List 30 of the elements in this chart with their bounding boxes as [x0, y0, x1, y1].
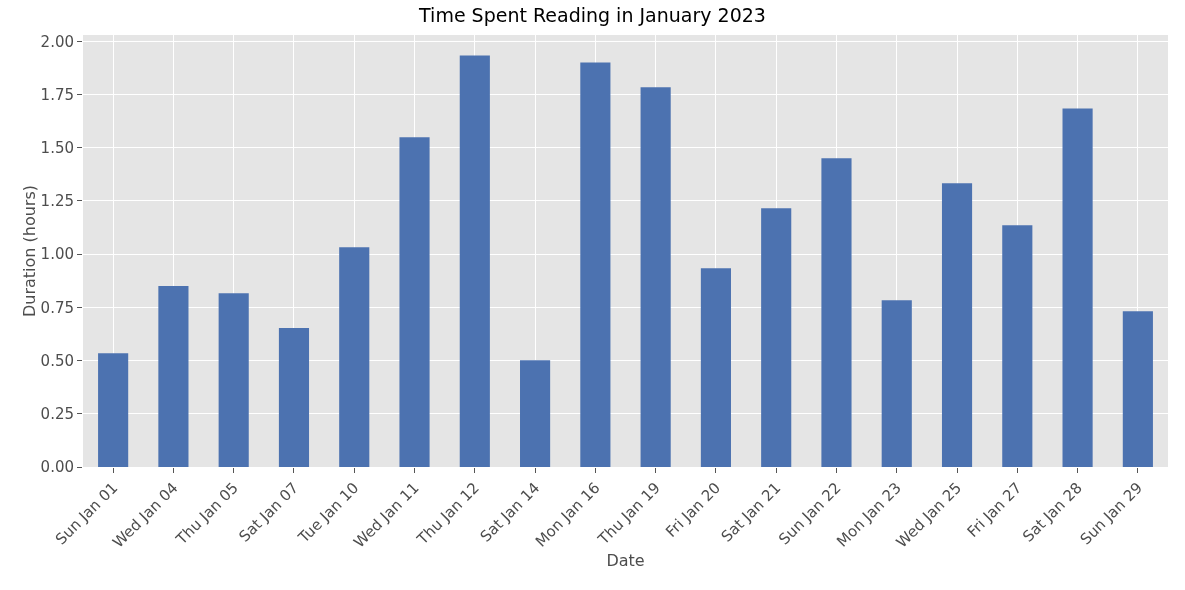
y-tick-label: 0.75	[40, 298, 74, 317]
bar	[399, 137, 430, 467]
y-tick-label: 0.00	[40, 458, 74, 477]
y-tick-label: 2.00	[40, 32, 74, 51]
bar	[761, 208, 792, 467]
bar	[98, 353, 129, 467]
chart-title: Time Spent Reading in January 2023	[418, 4, 766, 27]
bar	[700, 268, 731, 467]
bar	[821, 158, 852, 467]
y-tick-label: 1.50	[40, 139, 74, 158]
bar	[278, 328, 310, 467]
y-tick-label: 0.25	[40, 405, 74, 424]
bar	[158, 286, 189, 467]
bar	[881, 300, 912, 467]
bar	[339, 247, 370, 467]
bar	[1122, 311, 1153, 467]
bar	[640, 87, 671, 467]
y-tick-label: 1.25	[40, 192, 74, 211]
y-tick-label: 1.75	[40, 85, 74, 104]
bar	[580, 62, 611, 467]
bar	[218, 293, 249, 467]
bar	[941, 183, 973, 467]
y-tick-label: 1.00	[40, 245, 74, 264]
y-tick-label: 0.50	[40, 351, 74, 370]
bar	[520, 360, 551, 467]
x-axis-title: Date	[606, 550, 645, 570]
bar	[1062, 108, 1093, 467]
bar	[1002, 225, 1033, 467]
bar	[459, 55, 490, 467]
y-axis-title: Duration (hours)	[19, 184, 39, 318]
